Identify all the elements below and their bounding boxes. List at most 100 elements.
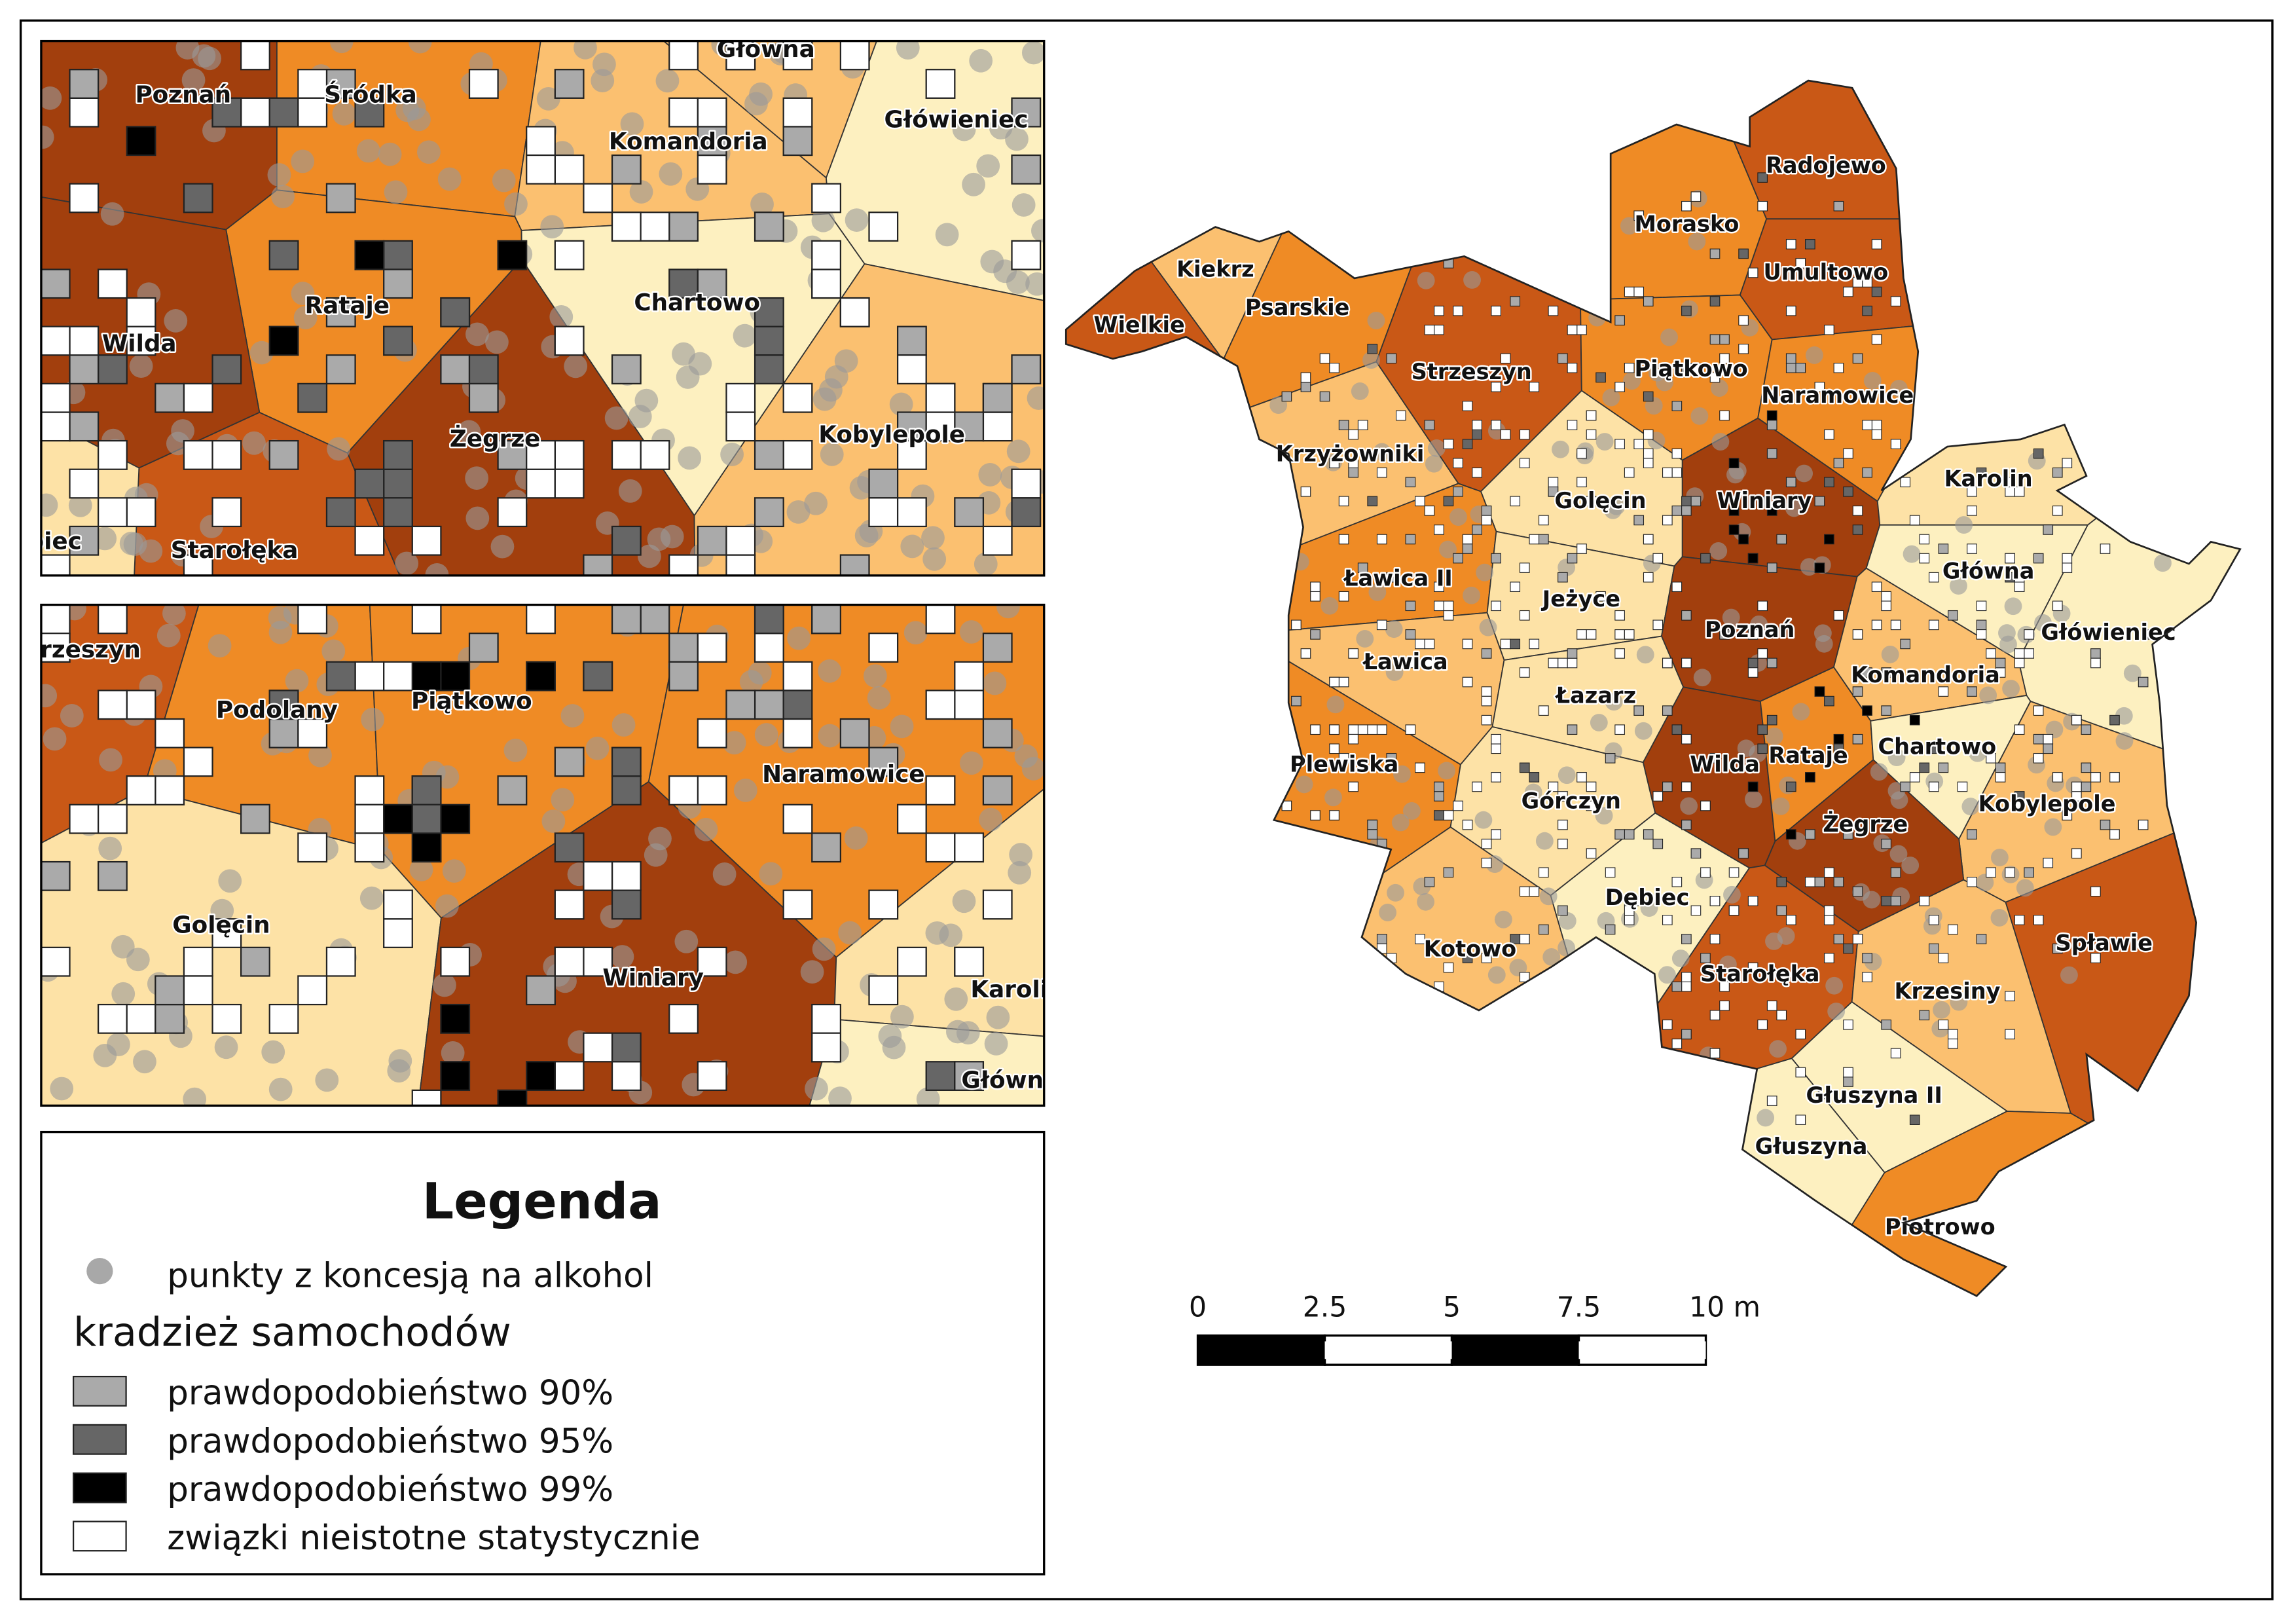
cluster-cell	[1995, 762, 2006, 773]
cluster-cell	[1443, 439, 1454, 449]
cluster-cell	[1719, 629, 1730, 640]
alcohol-point	[171, 419, 194, 443]
alcohol-point	[492, 168, 516, 193]
cluster-cell	[1453, 800, 1463, 811]
cluster-cell	[1643, 429, 1654, 440]
cluster-cell	[1386, 752, 1397, 764]
alcohol-point	[962, 172, 985, 196]
cluster-cell	[1519, 934, 1530, 944]
cluster-cell	[1957, 781, 1968, 792]
cluster-cell	[1614, 315, 1625, 326]
cluster-cell	[1881, 591, 1891, 602]
alcohol-point	[1772, 797, 1790, 815]
alcohol-point	[183, 1087, 207, 1106]
cluster-cell	[868, 468, 899, 499]
cluster-cell	[2033, 705, 2044, 716]
cluster-cell	[1329, 810, 1339, 821]
alcohol-point	[984, 1031, 1008, 1056]
cluster-cell	[668, 97, 699, 128]
alcohol-point	[536, 86, 560, 111]
cluster-cell	[1766, 1096, 1777, 1106]
cluster-cell	[1890, 619, 1901, 631]
alcohol-point	[610, 945, 634, 969]
cluster-cell	[982, 718, 1013, 748]
cluster-cell	[839, 554, 870, 576]
cluster-cell	[1662, 1019, 1673, 1030]
cluster-cell	[2014, 800, 2025, 811]
district-label: Kobylepole	[1978, 791, 2116, 817]
cluster-cell	[97, 604, 128, 635]
alcohol-point	[162, 604, 186, 625]
cluster-cell	[668, 775, 699, 805]
cluster-cell	[1881, 600, 1891, 612]
alcohol-point	[1552, 440, 1569, 458]
cluster-cell	[1310, 591, 1321, 602]
cluster-cell	[354, 97, 385, 128]
district-label: Strzeszyn	[1412, 359, 1532, 384]
cluster-cell	[1614, 648, 1625, 659]
alcohol-point	[99, 748, 122, 772]
cluster-cell	[1843, 286, 1853, 297]
main-map: Kiekrz Wielkie Psarskie Strzeszyn Morasko Rad…	[1065, 79, 2242, 1297]
cluster-cell	[468, 354, 499, 385]
district	[1698, 80, 2240, 220]
alcohol-point	[1870, 763, 1888, 781]
cluster-cell	[1766, 657, 1777, 669]
cluster-cell	[1909, 714, 1920, 726]
cluster-cell	[1491, 743, 1501, 754]
alcohol-point	[1719, 955, 1737, 974]
alcohol-point	[433, 973, 456, 997]
cluster-cell	[1890, 439, 1901, 449]
alcohol-point	[812, 387, 837, 411]
alcohol-point	[329, 41, 354, 54]
cluster-cell	[354, 468, 385, 499]
alcohol-point	[824, 365, 848, 389]
cluster-cell	[1519, 886, 1530, 897]
alcohol-point	[1881, 645, 1899, 663]
alcohol-point	[285, 669, 309, 693]
cluster-cell	[1624, 829, 1635, 840]
cluster-cell	[754, 354, 784, 385]
cluster-cell	[1357, 724, 1368, 735]
alcohol-point	[409, 858, 433, 881]
alcohol-point	[882, 1035, 906, 1060]
cluster-cell	[1624, 629, 1635, 640]
cluster-cell	[2024, 867, 2034, 878]
alcohol-point	[268, 620, 293, 644]
inset-frame	[40, 603, 1046, 1107]
cluster-cell	[1443, 610, 1454, 621]
cluster-cell	[1681, 506, 1692, 516]
cluster-cell	[1338, 752, 1349, 764]
district	[1447, 80, 1768, 301]
cluster-cell	[1586, 496, 1597, 507]
cluster-cell	[1824, 429, 1834, 440]
cluster-cell	[1472, 781, 1482, 792]
cluster-cell	[1586, 429, 1597, 440]
cluster-cell	[1376, 934, 1387, 944]
district-label: Psarskie	[1245, 295, 1350, 320]
legend-frame	[40, 1130, 1046, 1576]
cluster-cell	[268, 1003, 299, 1034]
cluster-cell	[1652, 838, 1664, 849]
cluster-cell	[1757, 648, 1768, 659]
cluster-cell	[1539, 515, 1549, 526]
district-label: Golęcin	[172, 912, 270, 938]
cluster-cell	[1576, 772, 1587, 783]
scale-inner	[1324, 1341, 1452, 1359]
cluster-cell	[2043, 525, 2054, 535]
alcohol-point	[218, 869, 242, 893]
alcohol-point	[1634, 722, 1652, 740]
cluster-cell	[1719, 410, 1730, 421]
cluster-cell	[782, 889, 813, 920]
cluster-cell	[1491, 772, 1501, 783]
alcohol-point	[1640, 899, 1658, 917]
cluster-cell	[1967, 506, 1977, 516]
cluster-cell	[811, 1032, 842, 1063]
cluster-cell	[1519, 972, 1530, 982]
scale-label: 7.5	[1557, 1291, 1601, 1323]
alcohol-point	[1722, 608, 1740, 627]
cluster-cell	[297, 382, 328, 413]
alcohol-point	[849, 476, 873, 500]
legend: Legenda punkty z koncesją na alkohol kra…	[40, 1130, 1046, 1576]
cluster-cell	[1548, 477, 1559, 488]
